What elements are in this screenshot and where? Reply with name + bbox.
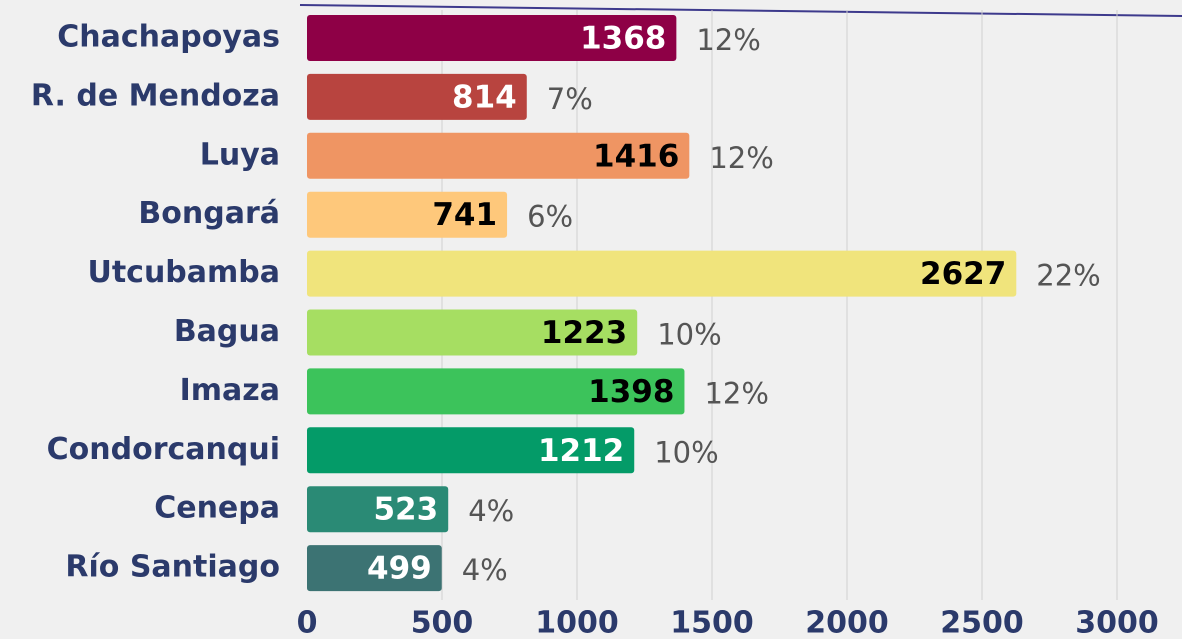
category-label: R. de Mendoza <box>31 78 280 113</box>
percent-label: 10% <box>657 318 721 352</box>
percent-label: 4% <box>462 553 508 587</box>
bar <box>307 309 638 356</box>
category-label: Condorcanqui <box>47 432 280 467</box>
decor-line <box>299 4 1182 17</box>
category-label: Utcubamba <box>87 255 280 290</box>
value-label: 741 <box>432 197 497 233</box>
x-tick-label: 1500 <box>670 606 754 639</box>
category-label: Luya <box>200 137 280 172</box>
category-label: Bongará <box>138 196 280 231</box>
bar <box>307 191 508 238</box>
bar <box>307 368 685 415</box>
x-tick-label: 0 <box>297 606 318 639</box>
value-label: 523 <box>373 492 438 528</box>
percent-label: 10% <box>654 435 718 469</box>
bar <box>307 132 690 179</box>
bar <box>307 73 527 120</box>
category-label: Cenepa <box>154 491 280 526</box>
value-label: 1212 <box>538 433 624 469</box>
x-tick-label: 2500 <box>940 606 1024 639</box>
percent-label: 4% <box>468 494 514 528</box>
x-tick-label: 1000 <box>535 606 619 639</box>
value-label: 2627 <box>920 256 1006 292</box>
x-tick-label: 3000 <box>1075 606 1159 639</box>
category-label: Imaza <box>180 373 280 408</box>
percent-label: 12% <box>704 376 768 410</box>
x-tick-label: 2000 <box>805 606 889 639</box>
bar <box>307 545 442 592</box>
percent-label: 22% <box>1036 259 1100 293</box>
value-label: 1416 <box>593 138 679 174</box>
value-label: 499 <box>367 551 432 587</box>
value-label: 1223 <box>541 315 627 351</box>
x-tick-label: 500 <box>411 606 474 639</box>
value-label: 1368 <box>580 21 666 57</box>
value-label: 814 <box>452 79 517 115</box>
bar <box>307 427 635 474</box>
category-label: Chachapoyas <box>57 20 280 55</box>
category-label: Río Santiago <box>65 550 280 585</box>
bar <box>307 486 449 533</box>
percent-label: 12% <box>709 141 773 175</box>
category-label: Bagua <box>174 314 280 349</box>
percent-label: 6% <box>527 200 573 234</box>
value-label: 1398 <box>588 374 674 410</box>
percent-label: 12% <box>696 23 760 57</box>
bar <box>307 15 677 61</box>
bar <box>307 250 1017 297</box>
percent-label: 7% <box>547 82 593 116</box>
